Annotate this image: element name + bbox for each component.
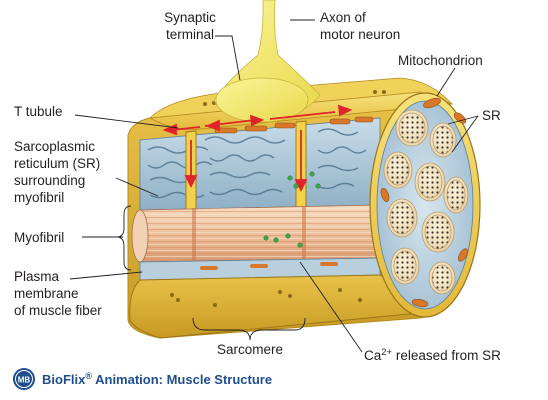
label-axon-2: motor neuron <box>320 27 400 42</box>
sr-mesh <box>147 128 367 199</box>
footer: MB BioFlix® Animation: Muscle Structure <box>13 368 272 390</box>
mitochondria <box>380 97 468 308</box>
mb-badge-icon <box>13 368 35 390</box>
label-axon-1: Axon of <box>320 10 366 25</box>
label-sr-left-1: Sarcoplasmic <box>14 139 95 154</box>
label-plasma-3: of muscle fiber <box>14 303 102 318</box>
sr-terminal-cisternae <box>214 116 374 134</box>
label-sr-left-4: myofibril <box>14 190 64 205</box>
badge-text: MB <box>18 376 31 385</box>
label-sr-left-3: surrounding <box>14 173 85 188</box>
myofibril-cross-sections <box>383 109 469 295</box>
label-sarcomere: Sarcomere <box>217 342 283 357</box>
synaptic-terminal <box>215 77 309 123</box>
fiber-cross-section <box>369 92 481 318</box>
label-sr-left-2: reticulum (SR) <box>14 156 100 171</box>
label-t-tubule: T tubule <box>14 104 63 119</box>
label-plasma-1: Plasma <box>14 269 60 284</box>
label-plasma-2: membrane <box>14 286 79 301</box>
label-calcium-release: Ca2+ released from SR <box>364 347 501 363</box>
motor-neuron <box>213 0 321 123</box>
leader-lines <box>69 19 479 353</box>
label-myofibril: Myofibril <box>14 230 64 245</box>
label-synaptic-terminal-2: terminal <box>166 27 214 42</box>
labels: Synaptic terminal Axon of motor neuron M… <box>14 10 501 363</box>
calcium-ions <box>263 171 321 248</box>
label-synaptic-terminal-1: Synaptic <box>164 10 216 25</box>
footer-title: BioFlix® Animation: Muscle Structure <box>42 371 272 387</box>
label-sr-right: SR <box>482 108 501 123</box>
label-mitochondrion: Mitochondrion <box>398 53 483 68</box>
